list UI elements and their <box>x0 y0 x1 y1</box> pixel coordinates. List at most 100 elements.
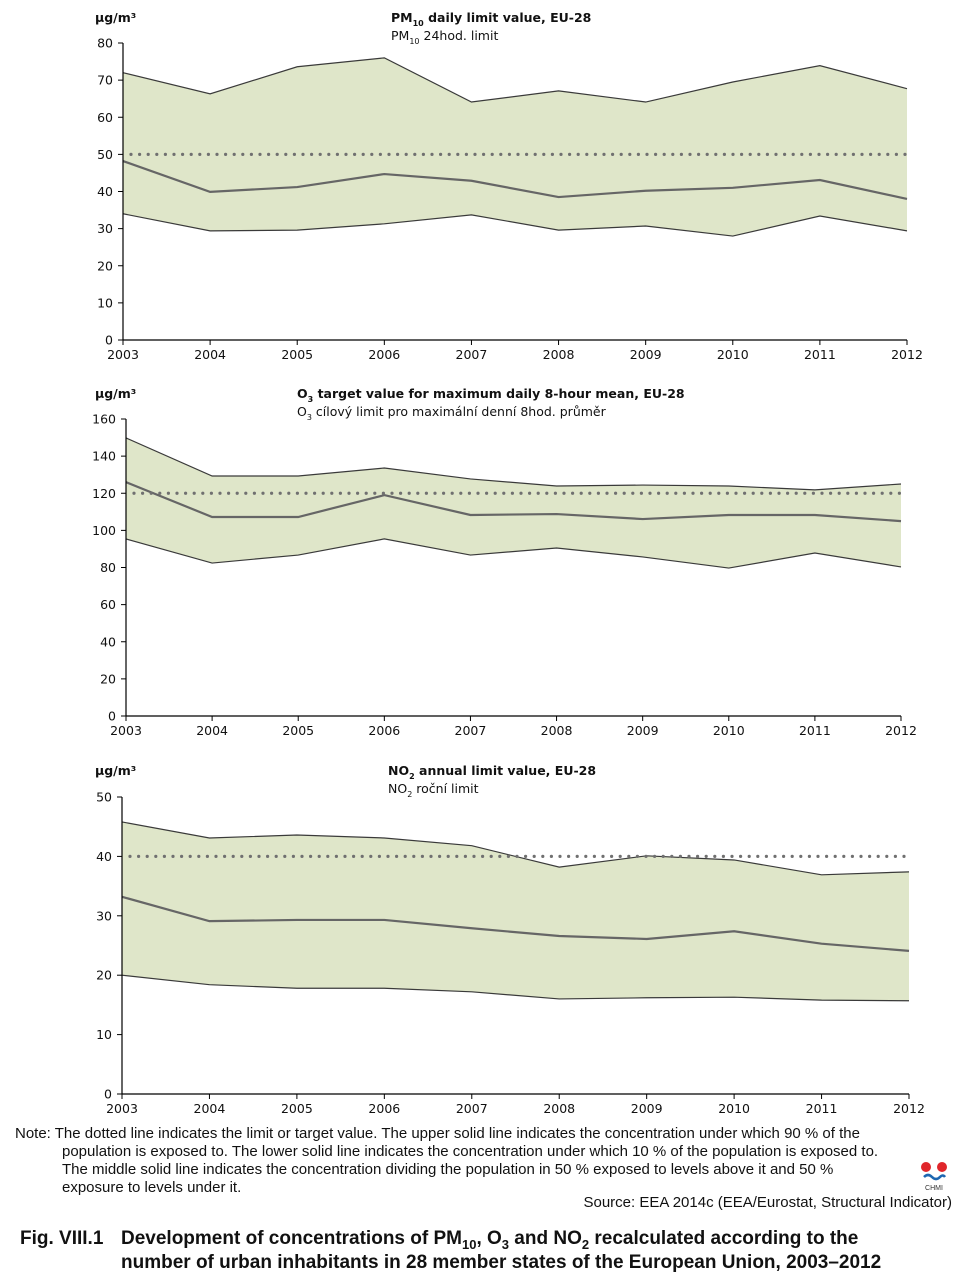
text-part: 10 <box>413 19 425 28</box>
y-tick-label: 140 <box>92 449 116 464</box>
y-tick-label: 20 <box>96 968 112 983</box>
y-axis-label: µg/m³ <box>95 763 136 778</box>
y-tick-label: 40 <box>100 634 116 649</box>
y-tick-label: 0 <box>108 709 116 724</box>
y-tick-label: 60 <box>100 597 116 612</box>
text-part: target value for maximum daily 8-hour me… <box>313 386 684 401</box>
note-line: The middle solid line indicates the conc… <box>62 1161 833 1178</box>
x-tick-label: 2008 <box>543 1101 575 1116</box>
text-part: cílový limit pro maximální denní 8hod. p… <box>312 404 607 419</box>
text-part: PM <box>391 28 409 43</box>
y-axis-label: µg/m³ <box>95 386 136 401</box>
y-tick-label: 80 <box>97 36 113 51</box>
y-tick-label: 40 <box>97 184 113 199</box>
text-part: annual limit value, EU-28 <box>415 763 596 778</box>
x-tick-label: 2009 <box>627 723 659 738</box>
caption-line: Development of concentrations of PM10, O… <box>121 1228 858 1252</box>
x-tick-label: 2003 <box>106 1101 138 1116</box>
y-tick-label: 0 <box>105 333 113 348</box>
x-tick-label: 2008 <box>541 723 573 738</box>
x-tick-label: 2010 <box>717 347 749 362</box>
text-part: 2 <box>409 772 415 781</box>
series-line <box>125 481 902 523</box>
y-tick-label: 120 <box>92 486 116 501</box>
x-tick-label: 2010 <box>718 1101 750 1116</box>
text-part: daily limit value, EU-28 <box>424 10 592 25</box>
chart-subtitle: PM10 24hod. limit <box>391 28 498 46</box>
x-tick-label: 2011 <box>806 1101 838 1116</box>
x-tick-label: 2007 <box>455 723 487 738</box>
y-tick-label: 70 <box>97 73 113 88</box>
y-tick-label: 30 <box>97 221 113 236</box>
x-tick-label: 2004 <box>196 723 228 738</box>
y-axis-label: µg/m³ <box>95 10 136 25</box>
text-part: PM <box>391 10 413 25</box>
chart-title: PM10 daily limit value, EU-28 <box>391 10 591 28</box>
y-tick-label: 80 <box>100 560 116 575</box>
band-fill <box>123 57 907 237</box>
text-part: NO <box>388 781 407 796</box>
y-tick-label: 30 <box>96 908 112 923</box>
y-tick-label: 0 <box>104 1087 112 1102</box>
chart-subtitle: O3 cílový limit pro maximální denní 8hod… <box>297 404 607 422</box>
source: Source: EEA 2014c (EEA/Eurostat, Structu… <box>583 1194 952 1211</box>
text-part: 24hod. limit <box>420 28 499 43</box>
series-line <box>125 538 902 569</box>
text-part: NO <box>388 763 409 778</box>
logo: CHMI <box>921 1162 947 1192</box>
series-line <box>125 437 902 491</box>
y-tick-label: 40 <box>96 849 112 864</box>
x-tick-label: 2008 <box>543 347 575 362</box>
text-part: roční limit <box>412 781 478 796</box>
y-tick-label: 20 <box>97 258 113 273</box>
x-tick-label: 2012 <box>893 1101 925 1116</box>
series-line <box>122 57 908 103</box>
x-tick-label: 2011 <box>804 347 836 362</box>
x-tick-label: 2003 <box>110 723 142 738</box>
caption-line: number of urban inhabitants in 28 member… <box>121 1252 881 1273</box>
text-part: 10 <box>409 37 419 46</box>
logo-text: CHMI <box>925 1185 943 1192</box>
chart-title: NO2 annual limit value, EU-28 <box>388 763 596 781</box>
x-tick-label: 2009 <box>631 1101 663 1116</box>
note-line: Note: The dotted line indicates the limi… <box>15 1125 860 1142</box>
series-line <box>122 213 908 237</box>
x-tick-label: 2005 <box>282 723 314 738</box>
x-tick-label: 2006 <box>368 723 400 738</box>
band-fill <box>126 437 901 569</box>
series-line <box>121 895 910 952</box>
series-line <box>121 974 910 1002</box>
note-line: exposure to levels under it. <box>62 1179 241 1196</box>
text-part: 3 <box>307 413 312 422</box>
y-tick-label: 60 <box>97 110 113 125</box>
text-part: O <box>297 386 308 401</box>
chart-title: O3 target value for maximum daily 8-hour… <box>297 386 685 404</box>
x-tick-label: 2005 <box>281 347 313 362</box>
x-tick-label: 2012 <box>885 723 917 738</box>
x-tick-label: 2007 <box>456 1101 488 1116</box>
text-part: O <box>297 404 307 419</box>
y-tick-label: 50 <box>97 147 113 162</box>
x-tick-label: 2012 <box>891 347 923 362</box>
text-part: 2 <box>407 790 412 799</box>
series-line <box>122 160 908 200</box>
x-tick-label: 2006 <box>368 347 400 362</box>
x-tick-label: 2004 <box>194 347 226 362</box>
y-tick-label: 10 <box>97 295 113 310</box>
x-tick-label: 2010 <box>713 723 745 738</box>
x-tick-label: 2005 <box>281 1101 313 1116</box>
text-part: 3 <box>308 395 314 404</box>
y-tick-label: 160 <box>92 412 116 427</box>
y-tick-label: 50 <box>96 790 112 805</box>
x-tick-label: 2003 <box>107 347 139 362</box>
x-tick-label: 2009 <box>630 347 662 362</box>
x-tick-label: 2006 <box>368 1101 400 1116</box>
chart-subtitle: NO2 roční limit <box>388 781 479 799</box>
y-tick-label: 10 <box>96 1027 112 1042</box>
x-tick-label: 2007 <box>456 347 488 362</box>
band-fill <box>122 821 909 1001</box>
x-tick-label: 2004 <box>194 1101 226 1116</box>
note-line: population is exposed to. The lower soli… <box>62 1143 878 1160</box>
y-tick-label: 100 <box>92 523 116 538</box>
